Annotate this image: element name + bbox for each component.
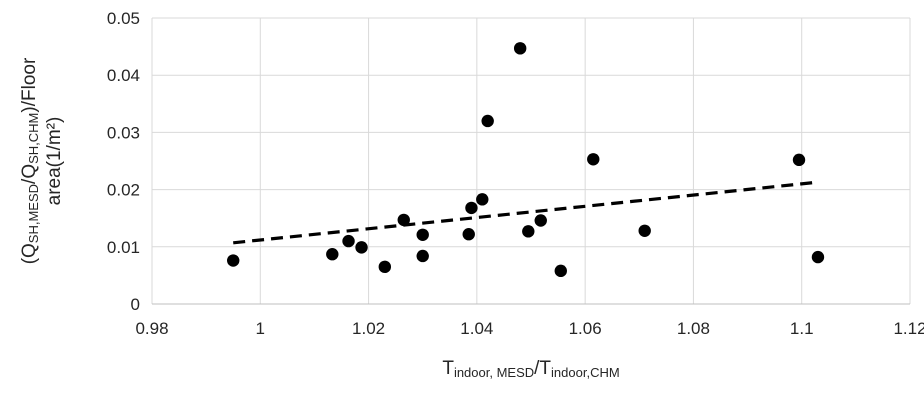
y-tick-label: 0.04: [107, 66, 140, 85]
data-point: [638, 224, 651, 237]
data-point: [462, 228, 475, 241]
point-layer: [227, 42, 825, 278]
y-axis-title-line-2: area(1/m²): [44, 117, 65, 206]
trendline: [233, 180, 819, 245]
data-point: [534, 214, 547, 227]
trendline-layer: [233, 180, 819, 245]
data-point: [476, 193, 489, 206]
data-point: [342, 234, 355, 248]
data-point: [355, 241, 368, 254]
y-tick-label: 0.01: [107, 238, 140, 257]
x-tick-label: 1.1: [790, 319, 814, 338]
data-point: [378, 260, 392, 274]
data-point: [416, 228, 429, 241]
y-axis-title-line-1: (QSH,MESD/QSH,CHM)/Floor: [19, 57, 41, 264]
data-point: [513, 42, 527, 55]
data-point: [792, 153, 806, 167]
data-point: [811, 250, 825, 264]
y-tick-label: 0: [131, 295, 140, 314]
data-point: [465, 201, 478, 215]
data-point: [416, 249, 429, 263]
x-tick-label: 1.12: [893, 319, 924, 338]
data-point: [554, 264, 567, 278]
data-point: [227, 254, 240, 267]
x-tick-label: 1: [256, 319, 265, 338]
data-point: [397, 213, 410, 227]
x-tick-label: 1.02: [352, 319, 385, 338]
label-layer: 0 0.01 0.02 0.03 0.04 0.05 0.98 1 1.02 1.04 1.06 1.…: [19, 9, 924, 380]
x-tick-label: 1.08: [677, 319, 710, 338]
data-point: [522, 225, 535, 238]
x-tick-label: 1.06: [569, 319, 602, 338]
y-tick-label: 0.03: [107, 123, 140, 142]
data-point: [481, 114, 494, 128]
x-axis-title: Tindoor, MESD/Tindoor,CHM: [442, 358, 619, 380]
y-tick-label: 0.02: [107, 181, 140, 200]
data-point: [326, 248, 339, 261]
y-tick-label: 0.05: [107, 9, 140, 28]
x-tick-label: 0.98: [135, 319, 168, 338]
data-point: [587, 153, 600, 166]
x-tick-label: 1.04: [460, 319, 493, 338]
